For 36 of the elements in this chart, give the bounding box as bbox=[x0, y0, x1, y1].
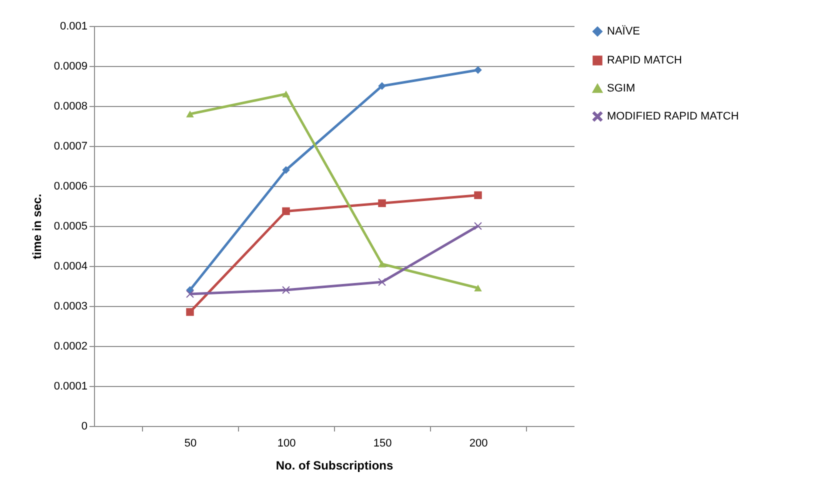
point bbox=[378, 199, 386, 208]
y-tick-label: 0.0009 bbox=[54, 60, 88, 72]
point bbox=[474, 191, 482, 200]
y-tick-label: 0.0006 bbox=[54, 180, 88, 192]
y-tick-label: 0.0004 bbox=[54, 260, 88, 272]
legend-label: RAPID MATCH bbox=[607, 54, 682, 66]
point bbox=[282, 286, 290, 294]
point bbox=[282, 207, 290, 216]
y-tick-label: 0 bbox=[81, 420, 88, 432]
y-tick-label: 0.0007 bbox=[54, 140, 88, 152]
y-tick-label: 0.001 bbox=[60, 20, 88, 32]
point bbox=[282, 90, 290, 98]
point bbox=[186, 308, 194, 316]
point bbox=[186, 290, 194, 298]
x-tick-label: 100 bbox=[277, 438, 296, 450]
point bbox=[186, 110, 194, 118]
y-tick-label: 0.0008 bbox=[54, 100, 88, 112]
point bbox=[474, 222, 482, 230]
legend-label: NAÏVE bbox=[607, 24, 640, 38]
x-tick-label: 200 bbox=[469, 438, 488, 450]
y-tick-label: 0.0003 bbox=[54, 300, 88, 312]
point bbox=[282, 166, 290, 174]
point bbox=[474, 66, 482, 74]
x-tick-label: 50 bbox=[184, 438, 197, 450]
legend-label: SGIM bbox=[607, 82, 636, 94]
y-tick-label: 0.0002 bbox=[54, 340, 88, 352]
point bbox=[378, 260, 386, 268]
point bbox=[474, 284, 482, 292]
point bbox=[378, 278, 386, 286]
x-tick-label: 150 bbox=[373, 438, 392, 450]
y-axis-title: time in sec. bbox=[30, 194, 44, 260]
x-axis-title: No. of Subscriptions bbox=[276, 458, 394, 472]
y-tick-label: 0.0001 bbox=[54, 380, 88, 392]
legend-label: MODIFIED RAPID MATCH bbox=[607, 110, 739, 122]
y-tick-label: 0.0005 bbox=[54, 220, 88, 232]
point bbox=[378, 82, 386, 90]
